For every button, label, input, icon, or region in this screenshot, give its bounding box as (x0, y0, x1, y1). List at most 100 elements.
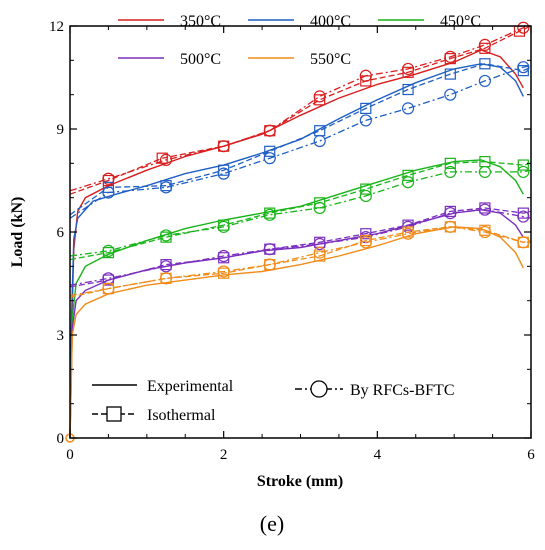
isothermal-marker (314, 197, 326, 209)
rfcs-marker (517, 165, 530, 179)
rfcs-marker (102, 172, 115, 185)
rfcs-marker (217, 249, 230, 263)
experimental-line (69, 63, 524, 439)
rfcs-marker (263, 243, 276, 256)
isothermal-marker (402, 169, 414, 181)
experimental-line (69, 226, 524, 439)
rfcs-marker (359, 114, 372, 127)
legend-label: 400°C (310, 13, 351, 30)
y-tick-label: 6 (57, 225, 65, 241)
x-tick-label: 4 (374, 447, 382, 463)
rfcs-marker (313, 246, 326, 259)
rfcs-line (69, 209, 532, 286)
rfcs-line (69, 226, 531, 297)
isothermal-line (69, 160, 532, 261)
axes (69, 25, 532, 439)
rfcs-marker (217, 140, 230, 153)
legend-label: 450°C (440, 13, 481, 30)
series-group (69, 21, 532, 439)
legend-label: 350°C (180, 13, 221, 30)
rfcs-marker (478, 38, 491, 51)
isothermal-marker (517, 159, 529, 171)
rfcs-marker (444, 165, 457, 179)
y-tick-label: 0 (57, 431, 65, 447)
rfcs-marker (159, 181, 173, 194)
series-group (69, 202, 532, 439)
rfcs-marker (517, 61, 530, 74)
isothermal-marker (402, 83, 414, 96)
rfcs-marker (159, 272, 173, 285)
rfcs-marker (313, 201, 326, 215)
isothermal-marker (360, 102, 372, 115)
rfcs-marker (517, 236, 530, 249)
rfcs-marker (313, 134, 326, 148)
panel-label: (e) (260, 511, 284, 536)
rfcs-marker (359, 69, 372, 82)
rfcs-marker (159, 229, 173, 242)
x-tick-label: 0 (66, 447, 74, 463)
y-tick-label: 12 (49, 19, 64, 35)
rfcs-line (69, 169, 532, 257)
plot-frame (69, 25, 532, 439)
isothermal-marker (102, 181, 115, 193)
rfcs-marker (478, 74, 491, 88)
rfcs-marker (217, 220, 230, 233)
rfcs-marker (401, 227, 415, 240)
rfcs-marker (159, 260, 173, 273)
rfcs-marker (517, 21, 530, 34)
rfcs-marker (217, 265, 230, 278)
isothermal-marker (444, 68, 456, 80)
rfcs-marker (444, 220, 457, 233)
isothermal-marker (444, 157, 456, 169)
y-axis-label: Load (kN) (9, 197, 26, 268)
method-legend: Experimental Isothermal By RFCs-BFTC (92, 378, 454, 424)
rfcs-marker (313, 237, 326, 251)
legend-label: Experimental (147, 378, 234, 395)
rfcs-marker (401, 176, 415, 189)
series-group (69, 58, 532, 439)
isothermal-line (69, 63, 532, 216)
rfcs-marker (263, 208, 276, 221)
legend-circle-marker (310, 380, 328, 398)
series-layer (65, 21, 532, 443)
tick-labels: 0 2 4 6 0 3 6 9 12 (49, 19, 535, 463)
rfcs-marker (263, 152, 276, 165)
rfcs-marker (478, 225, 491, 239)
isothermal-marker (264, 145, 276, 157)
series-group (69, 156, 532, 439)
rfcs-marker (359, 236, 372, 249)
rfcs-marker (263, 258, 276, 271)
rfcs-marker (478, 203, 491, 216)
x-tick-label: 6 (527, 447, 535, 463)
rfcs-marker (263, 124, 276, 137)
rfcs-marker (444, 88, 457, 101)
series-group (69, 220, 532, 439)
temperature-legend: 350°C 400°C 450°C 500°C 550°C (118, 13, 481, 68)
y-tick-label: 3 (57, 328, 65, 344)
rfcs-line (69, 25, 532, 192)
rfcs-marker (102, 282, 115, 295)
rfcs-marker (217, 167, 230, 180)
isothermal-marker (360, 183, 372, 195)
legend-label: 500°C (180, 51, 221, 68)
legend-label: Isothermal (147, 407, 216, 424)
rfcs-marker (102, 244, 115, 257)
x-axis-label: Stroke (mm) (257, 473, 343, 490)
rfcs-marker (401, 102, 415, 115)
rfcs-marker (478, 165, 491, 179)
experimental-line (69, 49, 524, 439)
tick-marks (69, 25, 532, 439)
rfcs-marker (444, 207, 457, 220)
rfcs-marker (444, 50, 457, 64)
isothermal-marker (360, 75, 372, 87)
rfcs-marker (401, 62, 415, 76)
y-tick-label: 9 (57, 122, 65, 138)
legend-label: By RFCs-BFTC (350, 382, 454, 399)
legend-square-marker (106, 406, 122, 422)
legend-label: 550°C (310, 51, 351, 68)
rfcs-marker (159, 153, 173, 166)
rfcs-marker (359, 189, 372, 203)
rfcs-line (69, 64, 532, 219)
x-tick-label: 2 (220, 447, 228, 463)
